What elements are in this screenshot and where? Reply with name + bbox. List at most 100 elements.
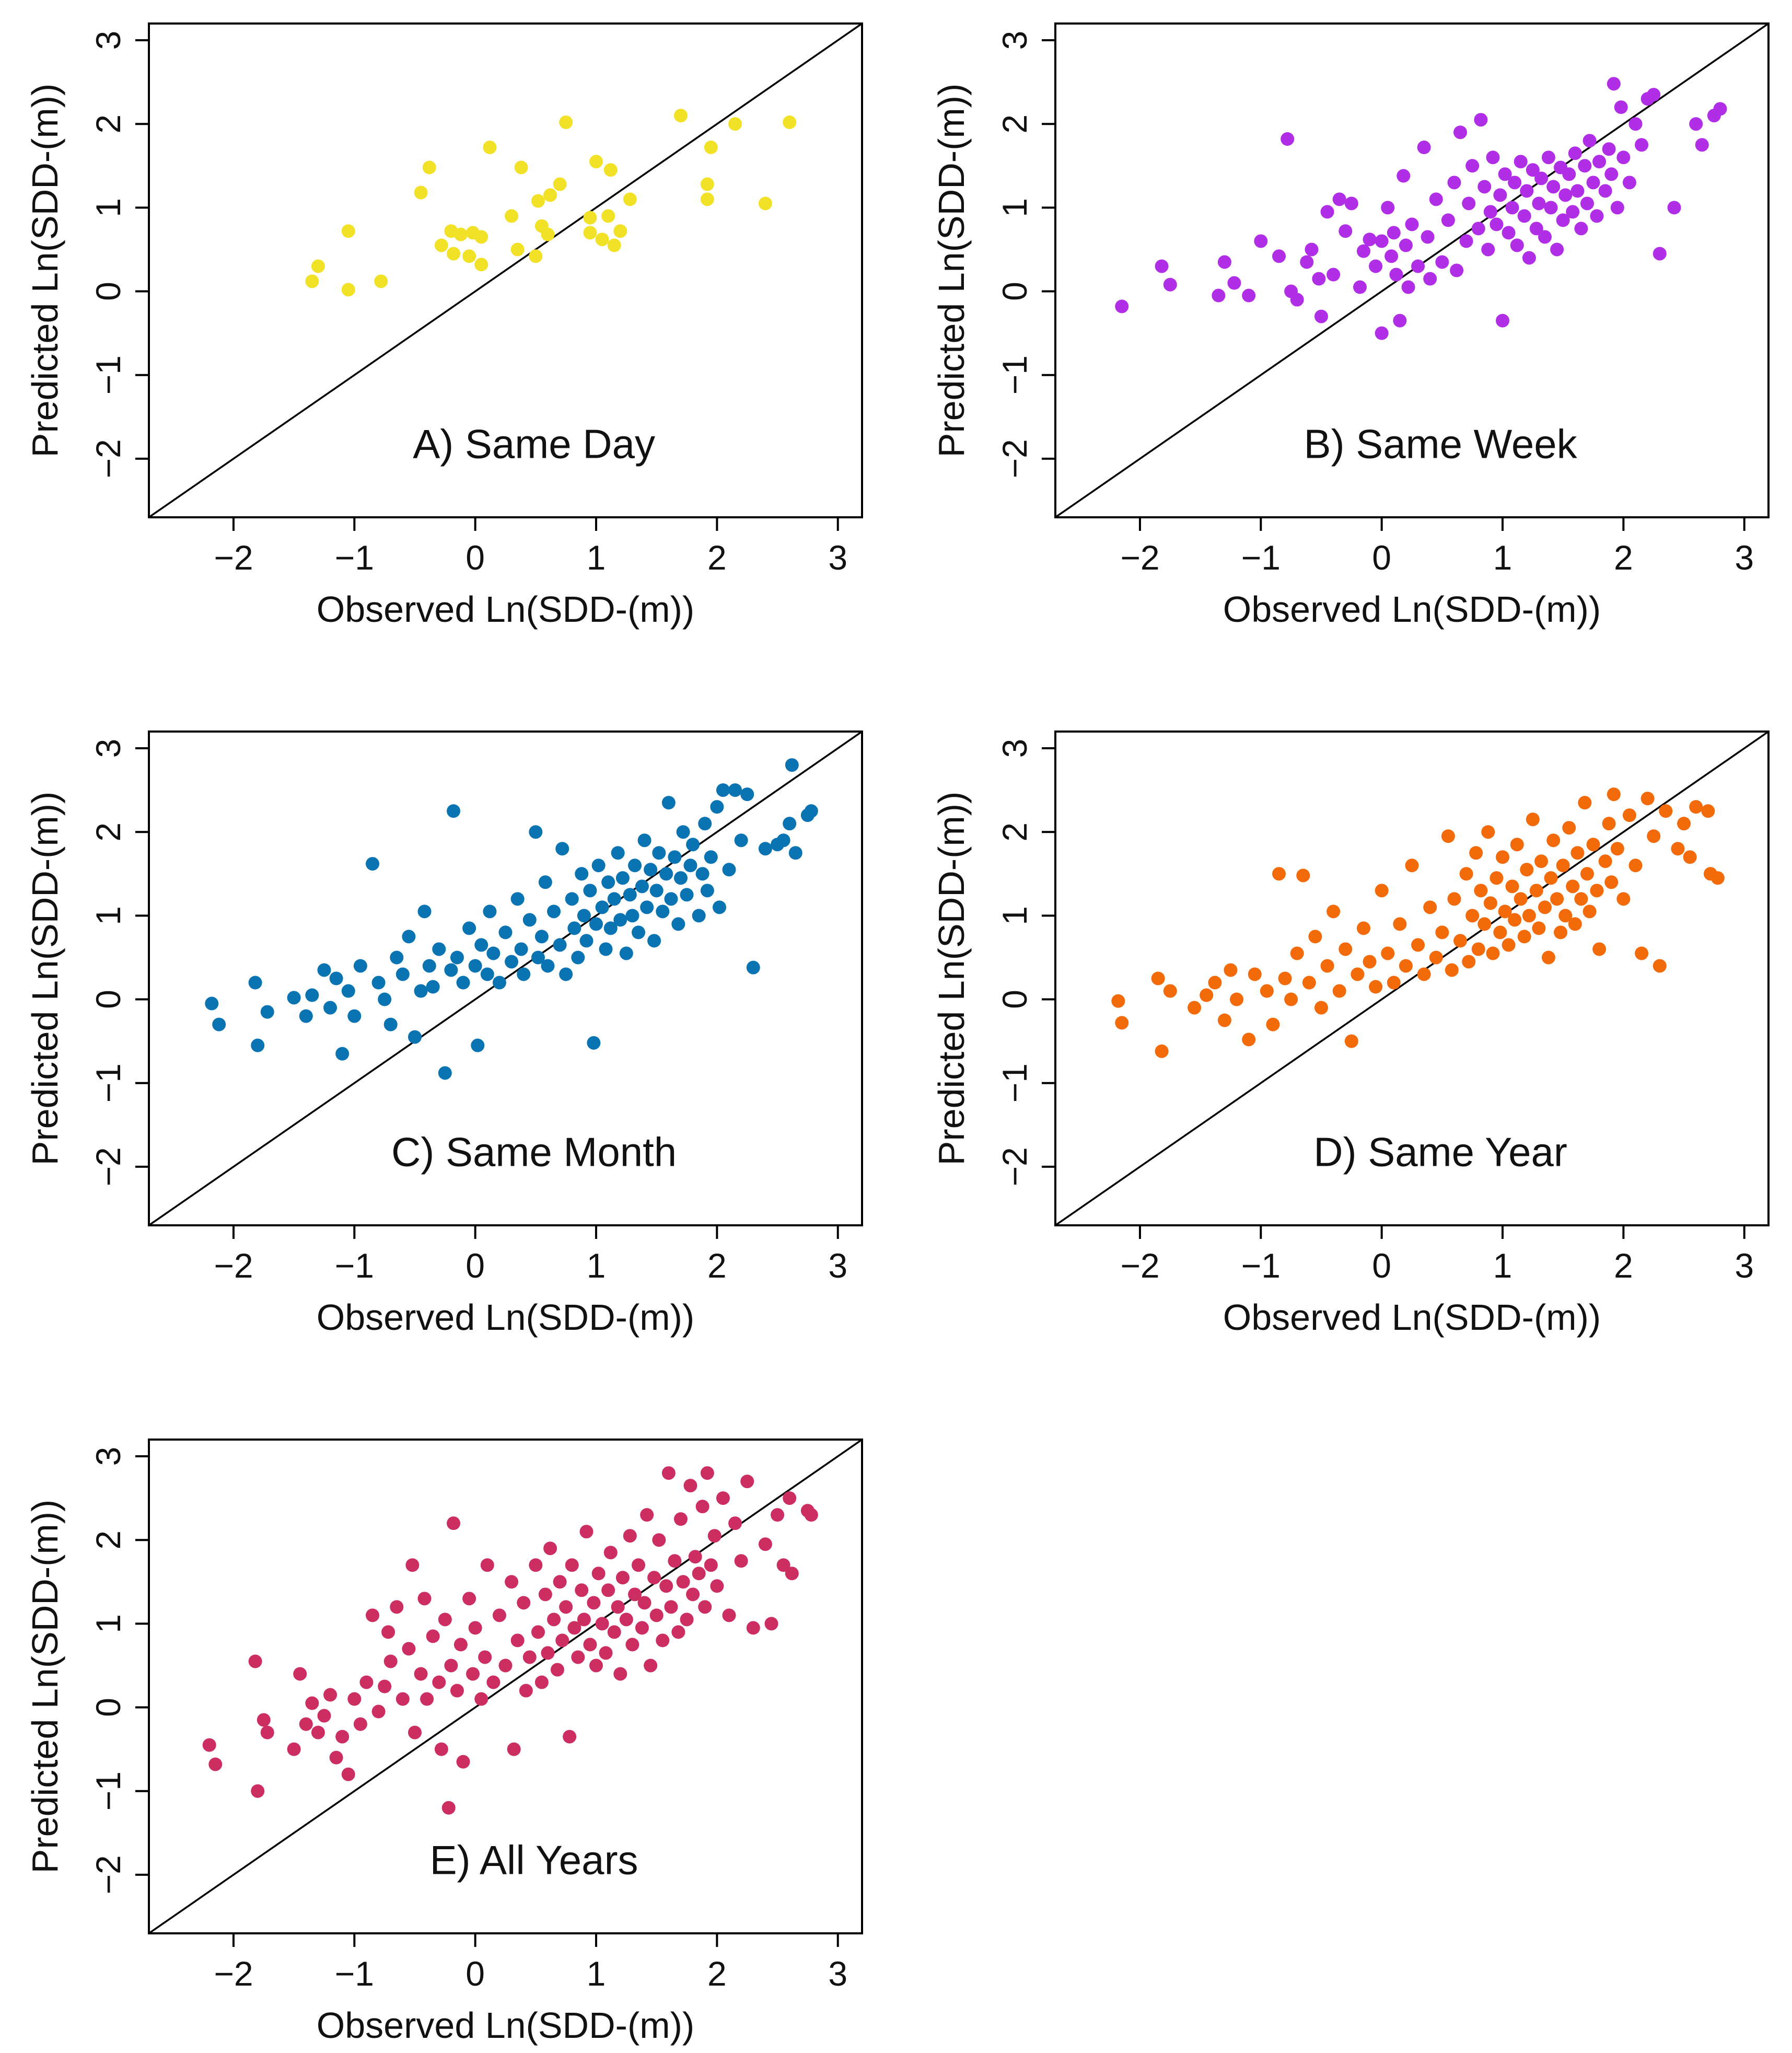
data-point — [644, 863, 658, 877]
data-point — [567, 1621, 581, 1635]
data-point — [1421, 230, 1435, 244]
data-point — [462, 249, 476, 263]
data-point — [676, 1575, 690, 1589]
data-point — [1363, 955, 1377, 969]
data-point — [1429, 192, 1443, 206]
data-point — [1592, 942, 1607, 956]
data-point — [1592, 155, 1607, 169]
plot-frame — [1054, 730, 1770, 1226]
data-point — [631, 925, 645, 939]
data-point — [453, 227, 468, 241]
x-tick-label: 3 — [828, 538, 847, 577]
data-point — [543, 1541, 557, 1556]
data-point — [1541, 150, 1555, 165]
data-point — [1302, 976, 1316, 990]
data-point — [1568, 146, 1582, 160]
data-point — [722, 863, 736, 877]
data-point — [631, 1558, 645, 1572]
y-tick-label: 1 — [995, 906, 1034, 925]
data-point — [1622, 808, 1636, 822]
data-point — [1653, 247, 1667, 261]
data-point — [575, 1583, 589, 1597]
data-point — [776, 833, 790, 848]
data-point — [1550, 242, 1564, 257]
data-point — [1544, 871, 1558, 885]
data-point — [746, 960, 760, 975]
panel-label: B) Same Week — [1304, 421, 1578, 467]
data-point — [1710, 871, 1725, 885]
data-point — [1212, 288, 1226, 303]
data-point — [251, 1038, 265, 1052]
data-point — [305, 1696, 319, 1710]
data-point — [534, 930, 549, 944]
data-point — [1384, 249, 1399, 263]
data-point — [652, 846, 666, 860]
reference-line — [149, 24, 862, 517]
data-point — [444, 1658, 458, 1673]
data-point — [287, 991, 301, 1005]
data-point — [1278, 971, 1292, 985]
data-point — [529, 249, 543, 263]
data-point — [417, 904, 432, 919]
data-point — [1227, 276, 1241, 290]
data-point — [1486, 946, 1500, 960]
data-point — [1667, 201, 1681, 215]
data-point — [1471, 942, 1485, 956]
data-point — [615, 1571, 630, 1585]
data-point — [611, 1600, 625, 1614]
data-point — [603, 1546, 618, 1560]
data-point — [299, 1009, 313, 1023]
data-point — [559, 115, 573, 129]
data-point — [434, 1742, 448, 1756]
data-point — [647, 934, 661, 948]
data-point — [664, 1600, 678, 1614]
data-point — [1399, 238, 1413, 252]
data-point — [1230, 992, 1244, 1006]
data-point — [293, 1667, 307, 1681]
data-point — [1453, 934, 1468, 948]
data-point — [447, 247, 461, 261]
data-point — [671, 1625, 685, 1639]
data-point — [1566, 879, 1580, 894]
data-point — [577, 1613, 591, 1627]
data-point — [1435, 255, 1449, 269]
data-point — [1522, 251, 1536, 265]
data-points — [1115, 77, 1727, 340]
data-point — [692, 909, 706, 923]
data-point — [649, 1608, 664, 1622]
data-point — [785, 758, 799, 772]
data-point — [462, 921, 476, 935]
data-point — [1483, 205, 1497, 219]
data-point — [305, 988, 319, 1002]
data-point — [625, 1638, 639, 1652]
data-point — [456, 1755, 470, 1769]
y-tick-label: 3 — [995, 739, 1034, 758]
data-point — [785, 1567, 799, 1581]
data-point — [1532, 196, 1546, 211]
data-point — [260, 1005, 274, 1019]
data-point — [474, 1692, 488, 1706]
y-tick-label: −2 — [89, 1855, 127, 1894]
data-point — [395, 967, 410, 981]
data-point — [486, 1675, 501, 1689]
data-point — [1284, 992, 1298, 1006]
data-point — [1628, 859, 1643, 873]
data-point — [341, 283, 355, 297]
data-point — [450, 950, 464, 965]
data-point — [1281, 132, 1295, 146]
data-point — [698, 1600, 712, 1614]
data-point — [680, 888, 694, 902]
y-tick-label: 3 — [995, 31, 1034, 50]
data-point — [1607, 787, 1621, 802]
data-point — [668, 850, 682, 864]
data-point — [595, 900, 609, 914]
y-tick-label: 1 — [89, 906, 127, 925]
data-point — [710, 800, 724, 814]
data-point — [1526, 163, 1540, 177]
data-point — [565, 892, 579, 906]
data-point — [1558, 909, 1573, 923]
x-tick-label: −2 — [1120, 1246, 1159, 1285]
data-point — [1689, 800, 1703, 814]
data-point — [531, 950, 545, 965]
